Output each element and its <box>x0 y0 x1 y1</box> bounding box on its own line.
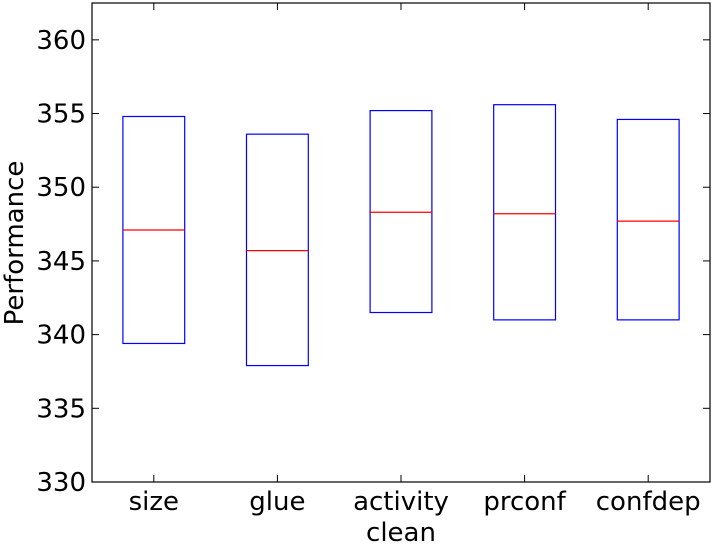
y-tick-label: 355 <box>36 100 86 130</box>
x-tick-label: size <box>129 487 179 517</box>
y-tick-label: 330 <box>36 468 86 498</box>
box-3 <box>369 109 433 314</box>
plot-frame <box>91 2 711 483</box>
y-tick-label: 340 <box>36 321 86 351</box>
y-axis-label: Performance <box>0 161 30 326</box>
boxes-group <box>122 104 680 367</box>
x-tick-label: clean <box>366 518 436 548</box>
y-ticks-group: 330 335 340 345 350 355 360 <box>36 26 710 498</box>
y-tick-label: 360 <box>36 26 86 56</box>
x-tick-label: confdep <box>596 487 701 517</box>
y-tick-label: 345 <box>36 247 86 277</box>
y-tick-label: 350 <box>36 173 86 203</box>
y-tick-label: 335 <box>36 394 86 424</box>
box-5 <box>616 118 680 321</box>
box-4 <box>493 104 557 321</box>
x-tick-label: prconf <box>483 487 566 517</box>
x-tick-label: activity <box>353 487 449 517</box>
box-2 <box>245 133 309 367</box>
x-tick-label: glue <box>249 487 305 517</box>
plot-background <box>92 3 710 482</box>
